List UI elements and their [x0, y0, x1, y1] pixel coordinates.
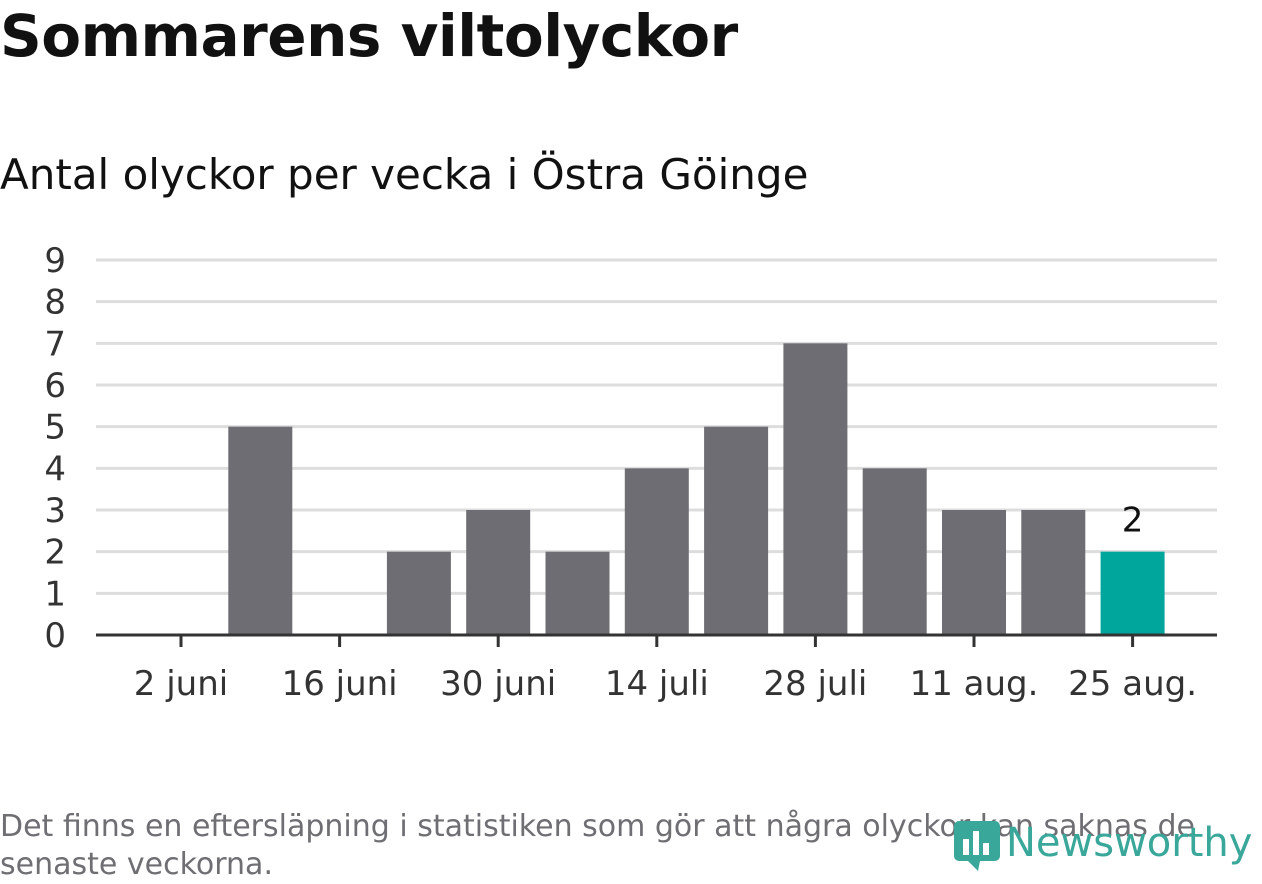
bar — [466, 510, 531, 635]
x-tick-label: 30 juni — [440, 664, 556, 704]
bar — [228, 426, 293, 635]
bar — [1021, 510, 1086, 635]
bar — [862, 468, 927, 635]
y-tick-label: 5 — [44, 408, 66, 448]
data-label: 2 — [1122, 501, 1144, 541]
y-tick-label: 0 — [44, 616, 66, 656]
y-tick-label: 7 — [44, 324, 66, 364]
x-tick-label: 16 juni — [282, 664, 398, 704]
bar — [545, 551, 610, 635]
y-tick-label: 2 — [44, 533, 66, 573]
logo-text: Newsworthy — [1006, 820, 1253, 866]
x-tick-label: 11 aug. — [910, 664, 1039, 704]
y-tick-label: 4 — [44, 449, 66, 489]
bar-highlight — [1100, 551, 1165, 635]
x-tick-label: 2 juni — [134, 664, 228, 704]
x-tick-label: 25 aug. — [1068, 664, 1197, 704]
newsworthy-logo: Newsworthy — [950, 815, 1252, 871]
chart-title: Sommarens viltolyckor — [0, 2, 738, 70]
y-tick-label: 9 — [44, 241, 66, 281]
y-tick-label: 8 — [44, 283, 66, 323]
chart-subtitle: Antal olyckor per vecka i Östra Göinge — [0, 150, 809, 199]
bar — [386, 551, 451, 635]
bar — [942, 510, 1006, 635]
y-tick-label: 3 — [44, 491, 66, 531]
data-labels: 2 — [1122, 501, 1144, 541]
x-tick-label: 28 juli — [763, 664, 867, 704]
bars — [228, 343, 1165, 635]
bar — [624, 468, 689, 635]
x-axis-ticks: 2 juni 16 juni 30 juni 14 juli 28 juli 11 aug… — [134, 635, 1197, 704]
x-tick-label: 14 juli — [605, 664, 709, 704]
y-tick-label: 1 — [44, 574, 66, 614]
bar — [783, 343, 848, 635]
bar — [704, 426, 769, 635]
newsworthy-logo-icon — [954, 821, 1000, 871]
y-tick-label: 6 — [44, 366, 66, 406]
